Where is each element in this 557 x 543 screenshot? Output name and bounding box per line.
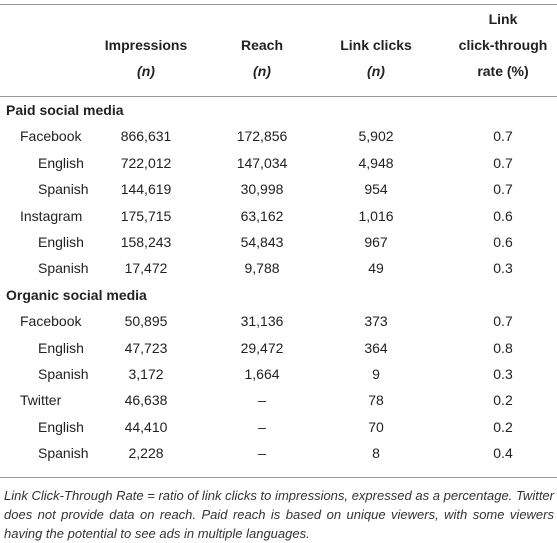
cell-value: 1,016: [358, 207, 394, 224]
cell-value: 175,715: [120, 207, 172, 224]
cell-value: 0.6: [493, 234, 513, 250]
cell-value: 0.3: [493, 366, 513, 382]
column-header: Link clicks: [340, 37, 412, 53]
row-label: English: [38, 339, 84, 356]
row-label: Instagram: [20, 207, 83, 224]
cell-value: 4,948: [358, 154, 394, 171]
row-label: Facebook: [20, 128, 82, 145]
row-label: Spanish: [38, 181, 89, 198]
cell-value: 0.7: [493, 313, 513, 330]
row-label: English: [38, 234, 84, 250]
column-header: (n): [137, 63, 155, 79]
cell-value: 9,788: [244, 260, 280, 277]
cell-value: 172,856: [236, 128, 288, 145]
cell-value: 373: [364, 313, 388, 330]
section-title: Paid social media: [6, 102, 124, 118]
cell-value: 0.4: [493, 445, 513, 462]
footnote: Link Click-Through Rate = ratio of link …: [4, 488, 554, 541]
cell-value: 29,472: [240, 339, 284, 356]
cell-value: 364: [364, 339, 388, 356]
cell-value: –: [258, 445, 266, 462]
cell-value: 967: [364, 234, 388, 250]
cell-value: 8: [372, 445, 380, 462]
cell-value: 0.7: [493, 128, 513, 145]
row-label: Facebook: [20, 313, 82, 330]
cell-value: 0.8: [493, 339, 513, 356]
cell-value: 0.2: [493, 392, 513, 409]
cell-value: 54,843: [240, 234, 284, 250]
header-rule: [0, 96, 557, 97]
row-label: Spanish: [38, 445, 89, 462]
cell-value: 5,902: [358, 128, 394, 145]
cell-value: 2,228: [128, 445, 164, 462]
column-header: Impressions: [104, 37, 188, 53]
cell-value: 31,136: [240, 313, 284, 330]
cell-value: –: [258, 392, 266, 409]
cell-value: 1,664: [244, 366, 280, 382]
column-header: Reach: [240, 37, 284, 53]
cell-value: –: [258, 418, 266, 435]
cell-value: 0.7: [493, 181, 513, 198]
cell-value: 70: [368, 418, 384, 435]
cell-value: 63,162: [240, 207, 284, 224]
cell-value: 0.6: [493, 207, 513, 224]
cell-value: 50,895: [124, 313, 168, 330]
row-label: Spanish: [38, 260, 89, 277]
top-rule: [0, 4, 557, 5]
cell-value: 30,998: [240, 181, 284, 198]
cell-value: 9: [372, 366, 380, 382]
cell-value: 46,638: [124, 392, 168, 409]
cell-value: 147,034: [236, 154, 288, 171]
cell-value: 0.2: [493, 418, 513, 435]
cell-value: 47,723: [124, 339, 168, 356]
row-label: English: [38, 154, 84, 171]
cell-value: 722,012: [120, 154, 172, 171]
column-header: (n): [367, 63, 385, 79]
row-label: Twitter: [20, 392, 62, 409]
section-title: Organic social media: [6, 286, 147, 303]
column-header: rate (%): [477, 63, 529, 79]
row-label: Spanish: [38, 366, 89, 382]
cell-value: 0.7: [493, 154, 513, 171]
column-header: click-through: [458, 37, 548, 53]
cell-value: 49: [368, 260, 384, 277]
cell-value: 954: [364, 181, 388, 198]
row-label: English: [38, 418, 84, 435]
cell-value: 78: [368, 392, 384, 409]
column-header: (n): [253, 63, 271, 79]
cell-value: 866,631: [120, 128, 172, 145]
bottom-rule: [0, 477, 557, 478]
cell-value: 3,172: [128, 366, 164, 382]
cell-value: 44,410: [124, 418, 168, 435]
cell-value: 17,472: [124, 260, 168, 277]
cell-value: 158,243: [120, 234, 172, 250]
cell-value: 0.3: [493, 260, 513, 277]
cell-value: 144,619: [120, 181, 172, 198]
column-header: Link: [488, 11, 518, 27]
